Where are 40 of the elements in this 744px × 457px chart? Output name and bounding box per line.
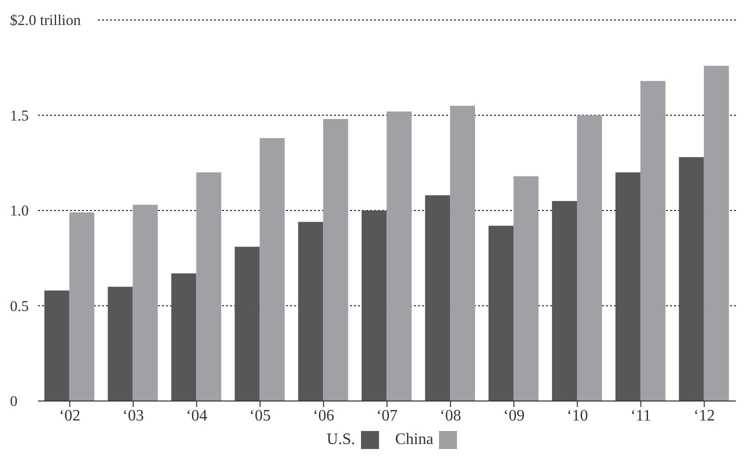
bar	[44, 290, 70, 401]
legend-label: China	[395, 431, 434, 449]
bar	[323, 119, 348, 401]
x-tick-label: ‘02	[59, 407, 80, 424]
x-tick-label: ‘07	[376, 407, 398, 424]
legend-label: U.S.	[326, 431, 356, 449]
bar	[704, 66, 729, 401]
y-tick-label: 0	[10, 394, 18, 410]
bar	[488, 226, 514, 401]
bar	[362, 210, 387, 401]
bar	[298, 222, 324, 401]
y-tick-label: 1.0	[10, 204, 29, 220]
bar	[108, 286, 133, 401]
y-tick-label: 1.5	[10, 108, 29, 124]
bar	[386, 111, 412, 401]
x-tick-label: ‘11	[630, 407, 652, 424]
bar	[450, 106, 476, 401]
x-tick-label: ‘12	[694, 407, 715, 424]
bar	[576, 115, 602, 401]
bar	[552, 200, 577, 401]
x-tick-label: ‘03	[122, 407, 144, 424]
x-tick-label: ‘04	[186, 407, 208, 424]
bar	[514, 176, 539, 401]
bar	[678, 157, 704, 401]
bar	[69, 212, 94, 401]
x-tick-label: ‘10	[566, 407, 588, 424]
bar	[171, 273, 196, 401]
x-tick-label: ‘08	[440, 407, 462, 424]
y-tick-label: $2.0 trillion	[10, 13, 82, 29]
bar	[196, 172, 222, 401]
bar	[615, 172, 640, 401]
x-tick-label: ‘05	[249, 407, 271, 424]
bar	[260, 138, 285, 401]
bar	[132, 204, 158, 401]
x-tick-label: ‘09	[503, 407, 525, 424]
y-tick-label: 0.5	[10, 298, 29, 315]
bar	[640, 80, 666, 401]
x-tick-label: ‘06	[312, 407, 334, 424]
bar	[425, 195, 450, 401]
bar	[234, 246, 260, 401]
